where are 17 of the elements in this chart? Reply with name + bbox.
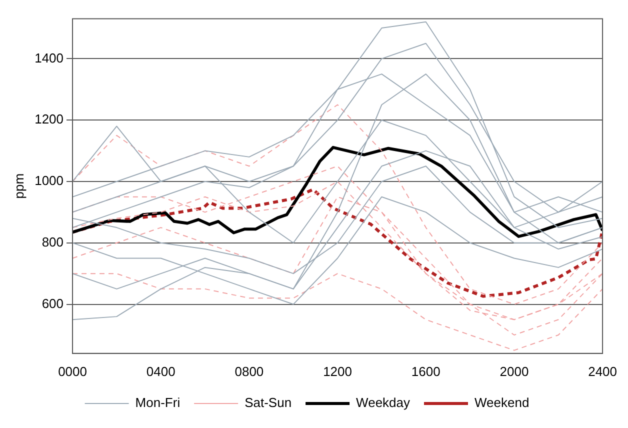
legend-label: Weekend <box>474 395 530 410</box>
x-tick-label: 0000 <box>58 364 87 379</box>
y-tick-label: 1000 <box>34 173 64 188</box>
legend-label: Weekday <box>356 395 411 410</box>
y-tick-label: 1400 <box>34 50 64 66</box>
x-tick-label: 2000 <box>500 364 529 379</box>
x-tick-label: 1200 <box>323 364 352 379</box>
x-tick-label: 0400 <box>146 364 176 379</box>
y-tick-label: 1200 <box>34 112 64 127</box>
x-tick-label: 0800 <box>234 364 264 379</box>
y-tick-label: 800 <box>42 234 64 250</box>
legend-label: Mon-Fri <box>135 395 180 410</box>
legend-label: Sat-Sun <box>244 395 292 410</box>
y-tick-label: 600 <box>42 296 64 311</box>
x-tick-label: 1600 <box>411 364 440 379</box>
y-axis-title: ppm <box>11 173 26 199</box>
x-tick-label: 2400 <box>588 364 617 379</box>
